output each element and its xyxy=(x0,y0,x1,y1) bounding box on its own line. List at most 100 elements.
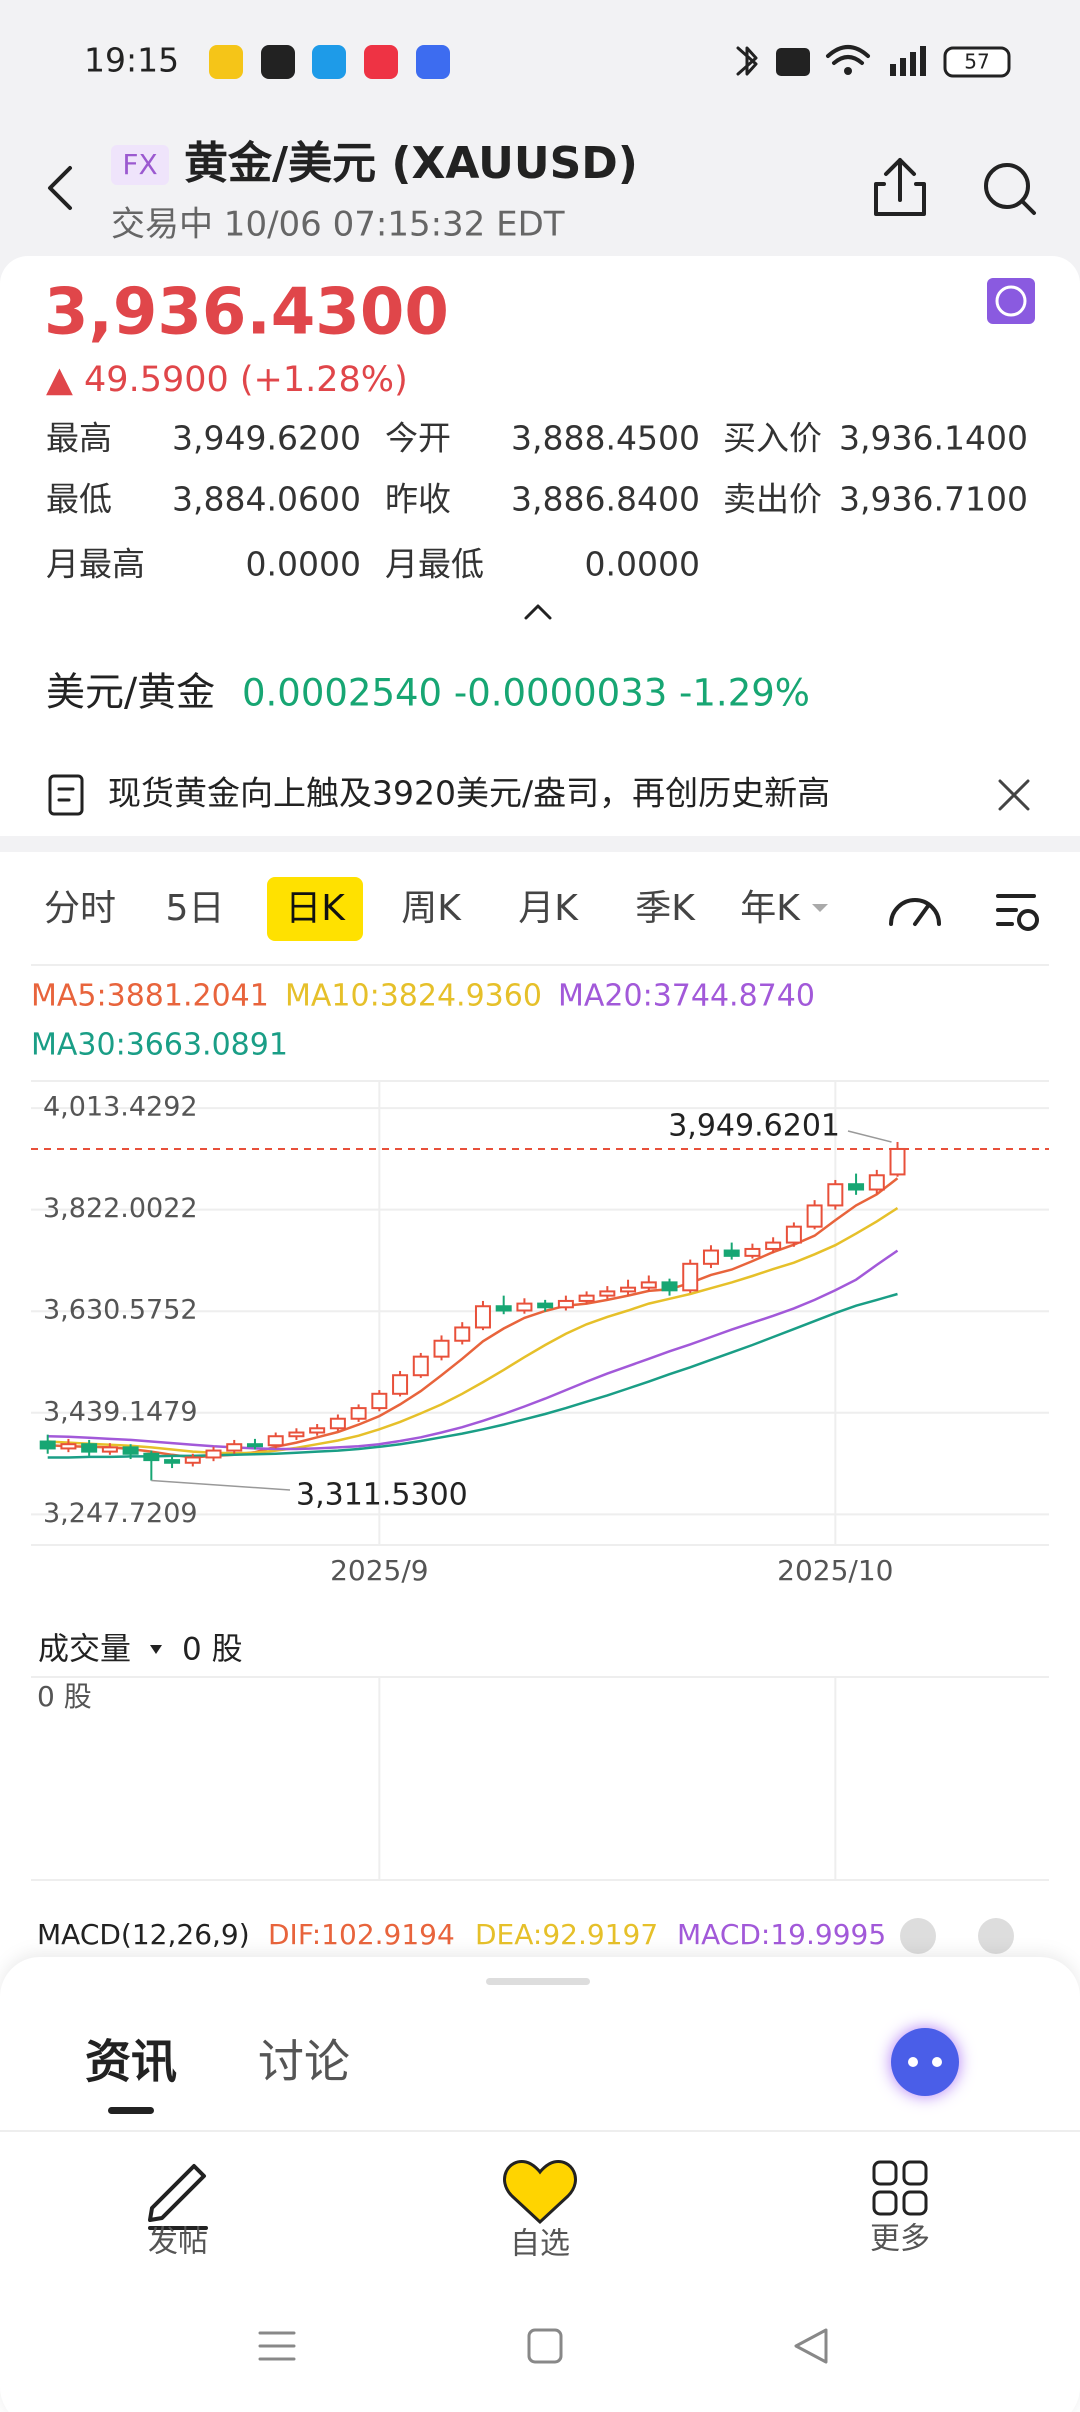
nav-watchlist[interactable]: 自选 xyxy=(503,2160,577,2262)
x-tick-label: 2025/10 xyxy=(777,1554,893,1587)
stat-label: 月最高 xyxy=(46,545,145,584)
candle-body xyxy=(329,1417,346,1430)
app-icon xyxy=(364,45,398,79)
app-icon xyxy=(312,45,346,79)
candle-body xyxy=(495,1305,512,1312)
settings-button[interactable] xyxy=(996,894,1039,931)
macd-top-button[interactable] xyxy=(900,1918,936,1954)
y-tick-label: 3,439.1479 xyxy=(43,1396,198,1427)
collapse-button[interactable] xyxy=(524,604,552,620)
ma-legend: MA5:3881.2041 xyxy=(31,979,269,1014)
signal-bar xyxy=(910,52,916,76)
candle-body xyxy=(640,1281,657,1289)
nav-post[interactable]: 发帖 xyxy=(148,2164,208,2260)
nav-more[interactable]: 更多 xyxy=(870,2160,930,2257)
stat-value: 3,888.4500 xyxy=(511,419,700,458)
app-icon xyxy=(261,45,295,79)
grid-cell xyxy=(872,2190,898,2216)
wifi-icon xyxy=(826,45,870,65)
period-tab[interactable]: 年K xyxy=(740,888,801,929)
price-change: ▲ 49.5900 (+1.28%) xyxy=(46,360,408,400)
ma-legend: MA30:3663.0891 xyxy=(31,1028,288,1063)
volume-label[interactable]: 成交量 xyxy=(38,1632,131,1668)
period-tabs: 分时 5日 日K 周K 月K 季K 年K xyxy=(44,877,801,941)
share-button[interactable] xyxy=(874,158,926,216)
inverse-value: 0.0002540 -0.0000033 -1.29% xyxy=(242,672,810,715)
search-button[interactable] xyxy=(984,163,1036,215)
bluetooth-icon xyxy=(736,46,758,76)
tab-news[interactable]: 资讯 xyxy=(85,2035,177,2089)
candle-body xyxy=(516,1302,533,1312)
post-icon xyxy=(148,2164,208,2230)
period-tab[interactable]: 5日 xyxy=(166,888,225,929)
settings-icon xyxy=(996,894,1036,926)
candle-body xyxy=(889,1147,906,1176)
grid-cell xyxy=(872,2160,898,2186)
grid-cell xyxy=(902,2160,928,2186)
settings-dot xyxy=(1017,909,1039,931)
fx-badge xyxy=(111,145,169,185)
chart-mode-icon[interactable] xyxy=(987,278,1035,324)
assistant-button[interactable] xyxy=(891,2028,959,2096)
period-tab[interactable]: 周K xyxy=(401,888,462,929)
menu-key[interactable] xyxy=(258,2331,296,2361)
stats-grid: 最高 3,949.6200 今开 3,888.4500 买入价 3,936.1400 最低 3… xyxy=(46,419,1028,584)
candle-body xyxy=(744,1247,761,1257)
news-icon-lines xyxy=(57,787,75,802)
period-tab[interactable]: 日K xyxy=(285,888,346,929)
candle-body xyxy=(60,1443,77,1450)
period-tab[interactable]: 分时 xyxy=(44,888,116,929)
y-tick-label: 3,822.0022 xyxy=(43,1193,198,1224)
macd-value: MACD:19.9995 xyxy=(677,1918,886,1951)
candle-body xyxy=(661,1281,678,1292)
stat-value: 3,886.8400 xyxy=(511,480,700,519)
period-tab[interactable]: 月K xyxy=(518,888,579,929)
tab-underline xyxy=(108,2107,154,2114)
close-news[interactable] xyxy=(998,779,1030,811)
header-subtitle: 交易中 10/06 07:15:32 EDT xyxy=(111,205,565,245)
volume-value: 0 股 xyxy=(182,1632,243,1668)
nav-label: 自选 xyxy=(510,2227,570,2262)
x-tick-label: 2025/9 xyxy=(330,1554,429,1587)
news-headline[interactable]: 现货黄金向上触及3920美元/盎司，再创历史新高 xyxy=(108,774,830,813)
candle-body xyxy=(267,1435,284,1447)
stat-value: 3,949.6200 xyxy=(172,419,361,458)
candle-body xyxy=(205,1449,222,1459)
max-annotation: 3,949.6201 xyxy=(668,1109,840,1144)
candle-body xyxy=(433,1339,450,1358)
back-key[interactable] xyxy=(794,2328,828,2364)
app-icon xyxy=(416,45,450,79)
nav-label: 更多 xyxy=(870,2222,930,2257)
candle-body xyxy=(620,1286,637,1293)
annotation-leader xyxy=(151,1479,291,1491)
stat-label: 月最低 xyxy=(385,545,484,584)
grid-cell xyxy=(902,2190,928,2216)
candle-body xyxy=(288,1431,305,1438)
assistant-eye xyxy=(908,2057,918,2067)
ma-legend: MA20:3744.8740 xyxy=(558,979,815,1014)
stat-label: 最低 xyxy=(46,480,112,519)
active-tab-bg xyxy=(267,877,363,941)
tab-discuss[interactable]: 讨论 xyxy=(258,2035,350,2089)
volume-axis-label: 0 股 xyxy=(37,1680,92,1713)
y-tick-label: 3,247.7209 xyxy=(43,1498,198,1529)
indicator-button[interactable] xyxy=(889,898,941,926)
period-tab[interactable]: 季K xyxy=(635,888,696,929)
stat-value: 0.0000 xyxy=(246,545,361,584)
stat-label: 最高 xyxy=(46,419,112,458)
back-button[interactable] xyxy=(48,166,72,210)
section-gap xyxy=(0,836,1080,852)
gauge-icon xyxy=(889,898,941,926)
candle-body xyxy=(765,1241,782,1250)
stat-value: 3,936.1400 xyxy=(839,419,1028,458)
candle-body xyxy=(578,1294,595,1302)
stat-label: 昨收 xyxy=(385,480,451,519)
candle-body xyxy=(143,1452,160,1462)
sheet-handle[interactable] xyxy=(486,1978,590,1985)
share-icon xyxy=(874,158,926,216)
candle-body xyxy=(785,1225,802,1244)
kline-chart: 4,013.4292 3,822.0022 3,630.5752 3,439.1479… xyxy=(31,979,1049,1880)
home-key[interactable] xyxy=(527,2328,563,2364)
macd-close-button[interactable] xyxy=(978,1918,1014,1954)
chart-mode-glyph xyxy=(995,285,1027,317)
